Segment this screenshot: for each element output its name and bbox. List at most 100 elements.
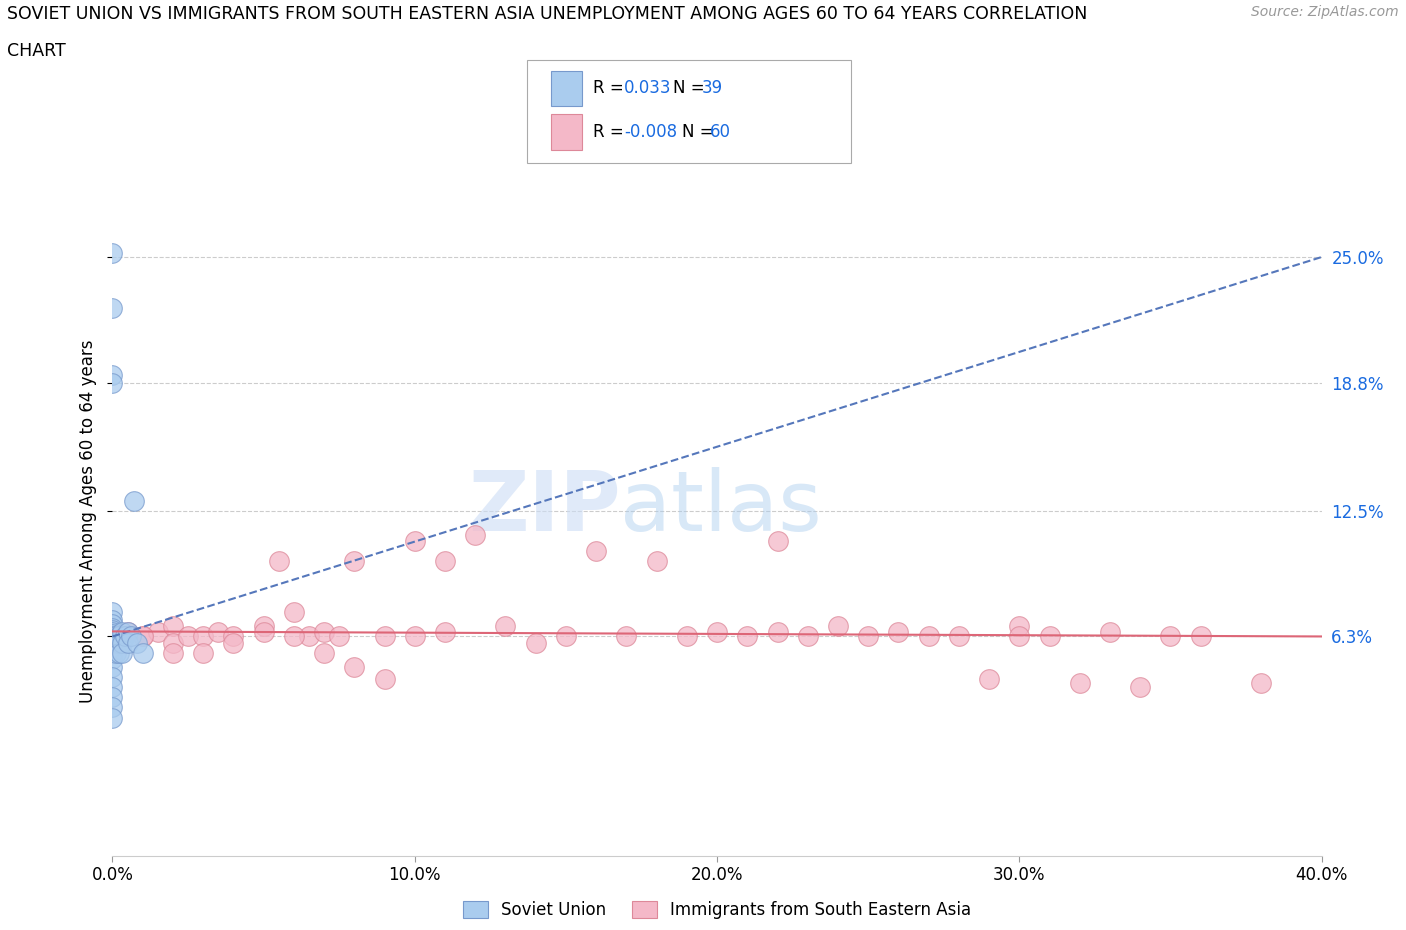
Point: [827, 618, 849, 633]
Point: [101, 629, 124, 644]
Point: [101, 629, 124, 644]
Point: [554, 629, 576, 644]
Point: [1250, 676, 1272, 691]
Text: 60: 60: [710, 123, 731, 141]
Point: [524, 635, 547, 650]
Point: [977, 671, 1000, 686]
Point: [267, 554, 290, 569]
Point: [117, 625, 139, 640]
Point: [298, 629, 321, 644]
Text: Source: ZipAtlas.com: Source: ZipAtlas.com: [1251, 5, 1399, 19]
Text: R =: R =: [593, 123, 630, 141]
Point: [1008, 618, 1031, 633]
Point: [101, 300, 124, 315]
Text: atlas: atlas: [620, 467, 823, 548]
Point: [117, 635, 139, 650]
Point: [101, 625, 124, 640]
Point: [1189, 629, 1212, 644]
Point: [948, 629, 970, 644]
Point: [162, 618, 184, 633]
Point: [101, 651, 124, 666]
Point: [101, 690, 124, 705]
Point: [1098, 625, 1121, 640]
Point: [343, 659, 366, 674]
Point: [283, 629, 305, 644]
Point: [101, 621, 124, 636]
Text: -0.008: -0.008: [624, 123, 678, 141]
Point: [766, 534, 789, 549]
Point: [132, 645, 155, 660]
Point: [146, 625, 169, 640]
Y-axis label: Unemployment Among Ages 60 to 64 years: Unemployment Among Ages 60 to 64 years: [79, 339, 97, 702]
Point: [918, 629, 941, 644]
Point: [101, 670, 124, 684]
Point: [101, 711, 124, 725]
Point: [1008, 629, 1031, 644]
Point: [464, 527, 486, 542]
Text: CHART: CHART: [7, 42, 66, 60]
Point: [101, 631, 124, 646]
Point: [177, 629, 200, 644]
Point: [101, 680, 124, 695]
Text: N =: N =: [673, 79, 710, 98]
Point: [191, 645, 214, 660]
Point: [253, 618, 276, 633]
Text: SOVIET UNION VS IMMIGRANTS FROM SOUTH EASTERN ASIA UNEMPLOYMENT AMONG AGES 60 TO: SOVIET UNION VS IMMIGRANTS FROM SOUTH EA…: [7, 5, 1087, 22]
Point: [101, 617, 124, 631]
Point: [101, 367, 124, 382]
Point: [122, 493, 145, 508]
Point: [404, 534, 426, 549]
Point: [120, 629, 142, 644]
Point: [101, 659, 124, 674]
Point: [125, 635, 148, 650]
Point: [101, 639, 124, 654]
Point: [1069, 676, 1091, 691]
Point: [107, 635, 129, 650]
Point: [887, 625, 910, 640]
Point: [585, 544, 607, 559]
Point: [374, 671, 396, 686]
Point: [110, 625, 132, 640]
Point: [110, 645, 132, 660]
Point: [283, 604, 305, 619]
Point: [207, 625, 229, 640]
Point: [433, 625, 456, 640]
Point: [117, 625, 139, 640]
Point: [101, 604, 124, 619]
Point: [1038, 629, 1062, 644]
Point: [1129, 680, 1152, 695]
Point: [104, 645, 127, 660]
Point: [101, 635, 124, 650]
Point: [107, 645, 129, 660]
Point: [253, 625, 276, 640]
Point: [101, 627, 124, 642]
Point: [110, 635, 132, 650]
Point: [1159, 629, 1181, 644]
Point: [766, 625, 789, 640]
Point: [343, 554, 366, 569]
Point: [101, 246, 124, 260]
Text: 0.033: 0.033: [624, 79, 672, 98]
Point: [101, 623, 124, 638]
Point: [222, 635, 245, 650]
Point: [104, 629, 127, 644]
Text: ZIP: ZIP: [468, 467, 620, 548]
Point: [404, 629, 426, 644]
Text: N =: N =: [682, 123, 718, 141]
Point: [162, 645, 184, 660]
Point: [616, 629, 638, 644]
Point: [737, 629, 759, 644]
Point: [645, 554, 668, 569]
Point: [101, 635, 124, 650]
Point: [856, 629, 880, 644]
Point: [374, 629, 396, 644]
Text: 39: 39: [702, 79, 723, 98]
Point: [314, 625, 336, 640]
Point: [796, 629, 818, 644]
Point: [132, 629, 155, 644]
Point: [222, 629, 245, 644]
Point: [162, 635, 184, 650]
Point: [495, 618, 517, 633]
Text: R =: R =: [593, 79, 630, 98]
Point: [314, 645, 336, 660]
